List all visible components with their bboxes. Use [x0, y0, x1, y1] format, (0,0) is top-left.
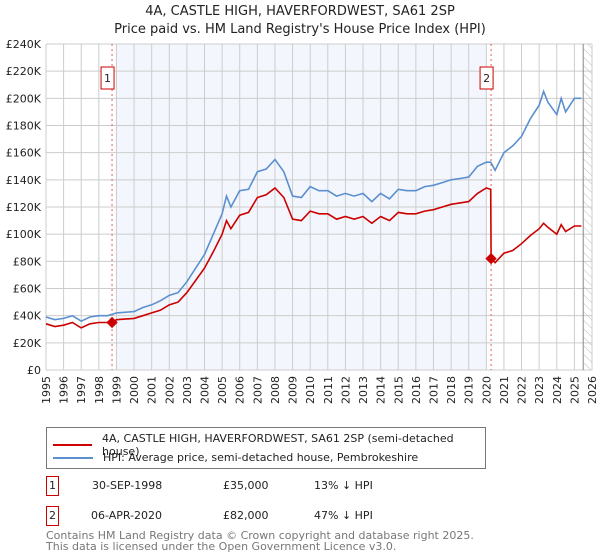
y-tick-label: £80K: [13, 255, 42, 268]
x-tick-label: 2022: [516, 376, 529, 404]
x-tick-label: 2000: [128, 376, 141, 404]
x-tick-label: 1999: [110, 376, 123, 404]
transaction-badge: 2: [46, 506, 59, 526]
transaction-hpi: 47% ↓ HPI: [314, 509, 373, 522]
x-tick-label: 2020: [480, 376, 493, 404]
x-tick-label: 2010: [304, 376, 317, 404]
transaction-date: 30-SEP-1998: [92, 479, 163, 492]
footer-licence: This data is licensed under the Open Gov…: [46, 540, 397, 553]
x-tick-label: 1998: [93, 376, 106, 404]
x-tick-label: 2002: [163, 376, 176, 404]
sale-annotation-label: 1: [104, 72, 111, 85]
x-tick-label: 2003: [181, 376, 194, 404]
x-tick-label: 2025: [568, 376, 581, 404]
legend-swatch-property: [53, 444, 93, 446]
legend-label-hpi: HPI: Average price, semi-detached house,…: [103, 451, 419, 464]
footer: Contains HM Land Registry data © Crown c…: [46, 530, 474, 552]
y-tick-label: £20K: [13, 337, 42, 350]
y-tick-label: £100K: [6, 228, 42, 241]
footer-copyright: Contains HM Land Registry data © Crown c…: [46, 529, 474, 542]
y-tick-label: £180K: [6, 120, 42, 133]
x-tick-label: 2016: [410, 376, 423, 404]
chart-subtitle: Price paid vs. HM Land Registry's House …: [114, 22, 486, 37]
x-tick-label: 2008: [269, 376, 282, 404]
sale-annotation-box: [479, 66, 494, 90]
chart-title: 4A, CASTLE HIGH, HAVERFORDWEST, SA61 2SP: [145, 4, 455, 19]
transaction-date: 06-APR-2020: [91, 509, 163, 522]
x-tick-label: 2023: [533, 376, 546, 404]
hpi-series-line: [45, 89, 582, 323]
y-tick-label: £60K: [13, 283, 42, 296]
sale-point: [485, 252, 497, 265]
property-series-line: [45, 186, 582, 329]
y-tick-label: £220K: [6, 65, 42, 78]
transaction-price: £35,000: [223, 479, 269, 492]
transaction-hpi: 13% ↓ HPI: [314, 479, 373, 492]
y-tick-label: £40K: [13, 310, 42, 323]
x-tick-label: 2006: [234, 376, 247, 404]
x-tick-label: 2018: [445, 376, 458, 404]
x-tick-label: 2004: [199, 376, 212, 404]
legend-label-property: 4A, CASTLE HIGH, HAVERFORDWEST, SA61 2SP…: [102, 432, 454, 458]
y-tick-label: £160K: [6, 147, 42, 160]
x-tick-label: 2015: [392, 376, 405, 404]
legend: 4A, CASTLE HIGH, HAVERFORDWEST, SA61 2SP…: [46, 427, 486, 469]
sale-annotation-label: 2: [483, 72, 490, 85]
x-tick-label: 2014: [375, 376, 388, 404]
x-tick-label: 2007: [251, 376, 264, 404]
x-tick-label: 2009: [287, 376, 300, 404]
transaction-badge: 1: [46, 476, 59, 496]
x-tick-label: 2001: [146, 376, 159, 404]
y-tick-label: £200K: [6, 92, 42, 105]
y-tick-label: £0: [27, 364, 41, 377]
x-tick-label: 2012: [339, 376, 352, 404]
x-tick-label: 1995: [40, 376, 53, 404]
x-tick-label: 1997: [75, 376, 88, 404]
x-tick-label: 2019: [463, 376, 476, 404]
x-tick-label: 2021: [498, 376, 511, 404]
chart-plot: 1995 1996 1997 1998 1999 2000 2001 2002 2003 2004…: [6, 38, 599, 404]
x-tick-label: 2024: [551, 376, 564, 404]
y-tick-label: £140K: [6, 174, 42, 187]
x-tick-label: 2026: [586, 376, 599, 404]
x-tick-label: 2017: [427, 376, 440, 404]
x-tick-label: 2005: [216, 376, 229, 404]
legend-swatch-hpi: [53, 456, 93, 459]
x-tick-label: 2013: [357, 376, 370, 404]
sale-annotation-box: [100, 66, 115, 90]
y-tick-label: £240K: [6, 38, 42, 51]
x-tick-label: 1996: [58, 376, 71, 404]
y-tick-label: £120K: [6, 201, 42, 214]
transaction-price: £82,000: [223, 509, 269, 522]
x-tick-label: 2011: [322, 376, 335, 404]
